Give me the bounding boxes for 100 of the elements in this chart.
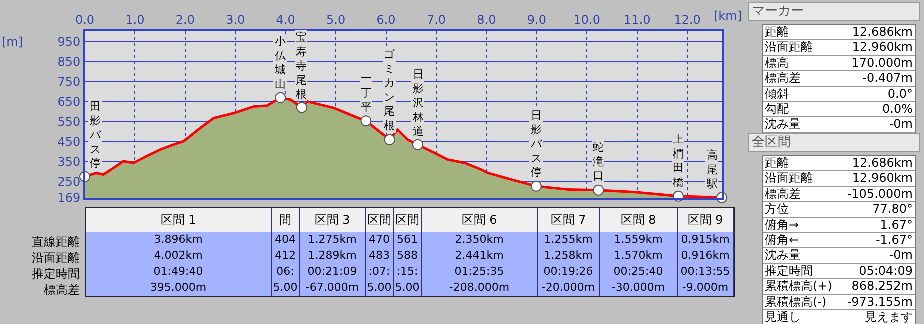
text: :15: (396, 265, 418, 278)
text: :07: (368, 265, 390, 278)
annotation: 田影バス停 (89, 100, 102, 170)
text: 395.000m (150, 281, 207, 294)
text: 5.00 (395, 281, 420, 294)
text: 1.275km (308, 233, 357, 246)
text: 2.350km (455, 233, 504, 246)
y-tick-label: 450 (58, 135, 81, 150)
annotation: 日影沢林道 (412, 68, 424, 138)
point (384, 134, 396, 146)
category-label: 累積標高(+) (765, 279, 832, 294)
text: 00:21:09 (308, 265, 358, 278)
text: 00:19:26 (544, 265, 594, 278)
y-tick-label: 250 (58, 175, 81, 190)
category-label: 間 (272, 208, 300, 232)
x-tick-label: 12.0 (674, 13, 701, 28)
text: 3.896km (154, 233, 203, 246)
category-label: 標高差 (44, 283, 80, 297)
text: 2.441km (455, 249, 504, 262)
y-tick-label: 350 (58, 155, 81, 170)
category-label: 区間 6 (422, 208, 538, 232)
category-label: 距離 (765, 25, 789, 39)
category-label: 区間 9 (678, 208, 734, 232)
text: 1.67° (880, 218, 913, 232)
text: 4.002km (154, 249, 203, 262)
text: 561 (397, 233, 418, 246)
x-tick-label: 5.0 (326, 13, 346, 28)
text: 77.80° (872, 202, 913, 216)
x-tick-label: 6.0 (376, 13, 396, 28)
category-label: 推定時間 (32, 267, 80, 281)
x-tick-label: 4.0 (276, 13, 296, 28)
x-tick-label: 3.0 (226, 13, 246, 28)
category-label: 見通し (765, 310, 801, 324)
category-label: 標高 (765, 56, 789, 70)
text: 170.000m (852, 56, 913, 70)
text: 12.960km (852, 171, 913, 186)
x-axis-title: [km] (714, 9, 742, 23)
category-label: 直線距離 (32, 235, 80, 249)
category-label: 沈み量 (765, 248, 801, 262)
text: -973.155m (847, 294, 913, 309)
category-label: 累積標高(-) (765, 294, 827, 309)
point (593, 184, 604, 196)
category-label: 勾配 (765, 102, 789, 116)
x-tick-label: 2.0 (176, 13, 195, 28)
text: 404 (275, 233, 296, 246)
category-label: 俯角← (765, 232, 800, 247)
text: 1.255km (544, 233, 593, 246)
annotation: ゴミカン尾根 (384, 48, 396, 132)
text: 0.0% (882, 102, 913, 116)
x-tick-label: 10.0 (574, 13, 600, 28)
category-label: 沿面距離 (32, 251, 80, 265)
text: 00:13:55 (680, 265, 730, 278)
category-label: 沿面距離 (765, 40, 813, 54)
text: 01:49:40 (154, 265, 204, 278)
y-tick-label: 850 (58, 55, 81, 70)
point (412, 139, 424, 150)
x-tick-label: 11.0 (624, 13, 651, 28)
text: 0.915km (681, 233, 730, 246)
category-label: 距離 (765, 156, 789, 170)
text: -0.407m (862, 71, 913, 86)
category-label: 俯角→ (765, 218, 800, 232)
text: 見えます (865, 310, 913, 324)
category-label: 区間 (394, 208, 422, 232)
category-label: 標高差 (765, 186, 801, 201)
category-label: 区間 3 (300, 208, 366, 232)
text: 12.960km (852, 40, 913, 54)
text: 05:04:09 (859, 264, 913, 278)
annotation: 一丁平 (361, 72, 372, 114)
text: -208.000m (449, 281, 510, 294)
category-label: 区間 (366, 208, 394, 232)
y-tick-label: 750 (58, 75, 81, 90)
text: 01:25:35 (454, 265, 504, 278)
text: -105.000m (847, 186, 913, 201)
x-tick-label: 9.0 (527, 13, 546, 28)
text: -0m (889, 117, 913, 132)
x-tick-label: 7.0 (426, 13, 446, 28)
point (296, 102, 308, 114)
x-tick-label: 8.0 (477, 13, 496, 28)
annotation: 高尾駅 (706, 149, 718, 191)
y-tick-label: 650 (58, 95, 81, 110)
y-tick-label: 550 (58, 115, 81, 130)
category-label: 標高差 (765, 71, 801, 86)
text: 1.570km (614, 249, 663, 262)
text: -30.000m (612, 281, 666, 294)
category-label: 区間 8 (600, 208, 678, 232)
text: 483 (369, 249, 390, 262)
text: 1.258km (544, 249, 593, 262)
text: 1.559km (614, 233, 663, 246)
text: 00:25:40 (614, 265, 664, 278)
text: -20.000m (542, 281, 596, 294)
text: 12.686km (852, 25, 913, 39)
category-label: 傾斜 (765, 86, 789, 101)
text: 12.686km (852, 156, 913, 170)
text: 868.252m (852, 279, 913, 294)
y-axis-title: [m] (2, 35, 24, 49)
y-tick-label: 169 (58, 191, 81, 206)
text: 588 (397, 249, 418, 262)
text: -9.000m (682, 281, 729, 294)
category-label: 方位 (765, 202, 789, 216)
annotation: 上椚田橋 (673, 133, 684, 189)
